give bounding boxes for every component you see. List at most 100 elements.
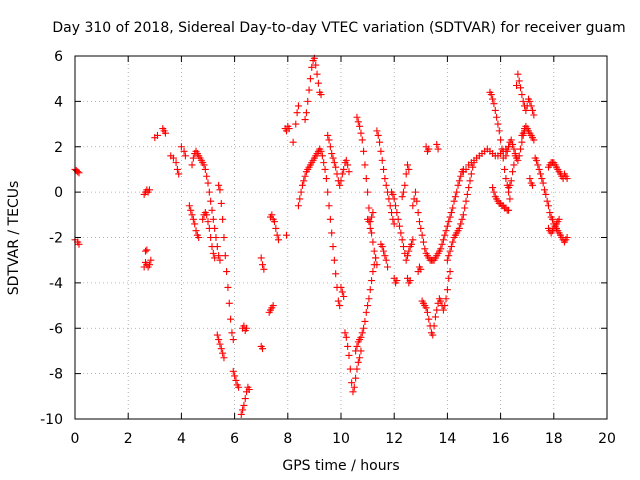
data-point bbox=[304, 97, 312, 105]
data-point bbox=[378, 156, 386, 164]
data-point bbox=[462, 165, 470, 173]
data-point bbox=[365, 204, 373, 212]
data-point bbox=[372, 254, 380, 262]
data-point bbox=[220, 354, 228, 362]
series-arc-14 bbox=[257, 254, 268, 353]
series-arc-28 bbox=[404, 274, 414, 287]
data-point bbox=[189, 154, 197, 162]
data-point bbox=[467, 170, 475, 178]
data-point bbox=[344, 342, 352, 350]
data-point bbox=[185, 202, 193, 210]
series-arc-38 bbox=[513, 70, 538, 119]
data-point bbox=[324, 131, 332, 139]
data-point bbox=[358, 136, 366, 144]
data-point bbox=[449, 204, 457, 212]
data-point bbox=[433, 306, 441, 314]
series-arc-30 bbox=[414, 263, 454, 339]
data-point bbox=[437, 297, 445, 305]
series-arc-04 bbox=[140, 186, 153, 198]
data-point bbox=[417, 265, 425, 273]
data-point bbox=[398, 193, 406, 201]
data-point bbox=[529, 181, 537, 189]
data-point bbox=[563, 175, 571, 183]
data-point bbox=[308, 63, 316, 71]
data-point bbox=[555, 215, 563, 223]
series-arc-05 bbox=[151, 125, 169, 142]
data-point bbox=[297, 188, 305, 196]
x-tick-label: 10 bbox=[332, 431, 350, 447]
data-point bbox=[301, 116, 309, 124]
data-point bbox=[425, 145, 433, 153]
series-arc-27 bbox=[390, 161, 413, 287]
data-point bbox=[458, 215, 466, 223]
data-point bbox=[400, 243, 408, 251]
data-point bbox=[260, 265, 268, 273]
data-point bbox=[358, 329, 366, 337]
data-point bbox=[430, 322, 438, 330]
data-point bbox=[546, 209, 554, 217]
data-point bbox=[334, 297, 342, 305]
y-tick-label: 6 bbox=[54, 49, 63, 65]
data-point bbox=[180, 147, 188, 155]
data-point bbox=[431, 313, 439, 321]
y-tick-label: -8 bbox=[49, 367, 63, 383]
data-point bbox=[141, 247, 149, 255]
data-point bbox=[518, 138, 526, 146]
data-point bbox=[207, 197, 215, 205]
data-point bbox=[407, 240, 415, 248]
data-point bbox=[345, 351, 353, 359]
data-point bbox=[398, 236, 406, 244]
data-point bbox=[328, 150, 336, 158]
data-point bbox=[450, 197, 458, 205]
data-point bbox=[409, 202, 417, 210]
data-point bbox=[501, 165, 509, 173]
data-point bbox=[517, 84, 525, 92]
data-point bbox=[519, 97, 527, 105]
series-arc-11 bbox=[213, 331, 228, 362]
data-point bbox=[201, 165, 209, 173]
data-point bbox=[405, 165, 413, 173]
data-point bbox=[446, 268, 454, 276]
data-point bbox=[337, 283, 345, 291]
data-point bbox=[438, 240, 446, 248]
data-point bbox=[455, 177, 463, 185]
data-point bbox=[229, 367, 237, 375]
data-point bbox=[443, 256, 451, 264]
data-point bbox=[361, 161, 369, 169]
data-point bbox=[320, 159, 328, 167]
chart-title: Day 310 of 2018, Sidereal Day-to-day VTE… bbox=[52, 20, 625, 36]
data-point bbox=[445, 218, 453, 226]
data-point bbox=[75, 169, 83, 177]
data-point bbox=[509, 168, 517, 176]
data-point bbox=[414, 209, 422, 217]
data-point bbox=[510, 161, 518, 169]
data-point bbox=[446, 213, 454, 221]
data-point bbox=[423, 308, 431, 316]
data-point bbox=[213, 331, 221, 339]
data-point bbox=[75, 240, 83, 248]
data-point bbox=[441, 302, 449, 310]
x-tick-label: 16 bbox=[492, 431, 510, 447]
data-point bbox=[419, 238, 427, 246]
data-point bbox=[340, 292, 348, 300]
data-point bbox=[396, 222, 404, 230]
y-tick-label: 2 bbox=[54, 140, 63, 156]
data-point bbox=[342, 156, 350, 164]
data-point bbox=[325, 136, 333, 144]
data-point bbox=[530, 136, 538, 144]
data-point bbox=[518, 91, 526, 99]
x-tick-label: 2 bbox=[124, 431, 133, 447]
data-point bbox=[513, 81, 521, 89]
data-point bbox=[494, 120, 502, 128]
data-point bbox=[364, 302, 372, 310]
data-point bbox=[352, 347, 360, 355]
data-point bbox=[377, 147, 385, 155]
data-point bbox=[507, 177, 515, 185]
series-arc-06 bbox=[167, 143, 189, 178]
data-point bbox=[505, 206, 513, 214]
data-point bbox=[365, 218, 373, 226]
series-arc-32 bbox=[443, 159, 478, 264]
data-point bbox=[381, 175, 389, 183]
data-point bbox=[282, 231, 290, 239]
data-point bbox=[417, 224, 425, 232]
